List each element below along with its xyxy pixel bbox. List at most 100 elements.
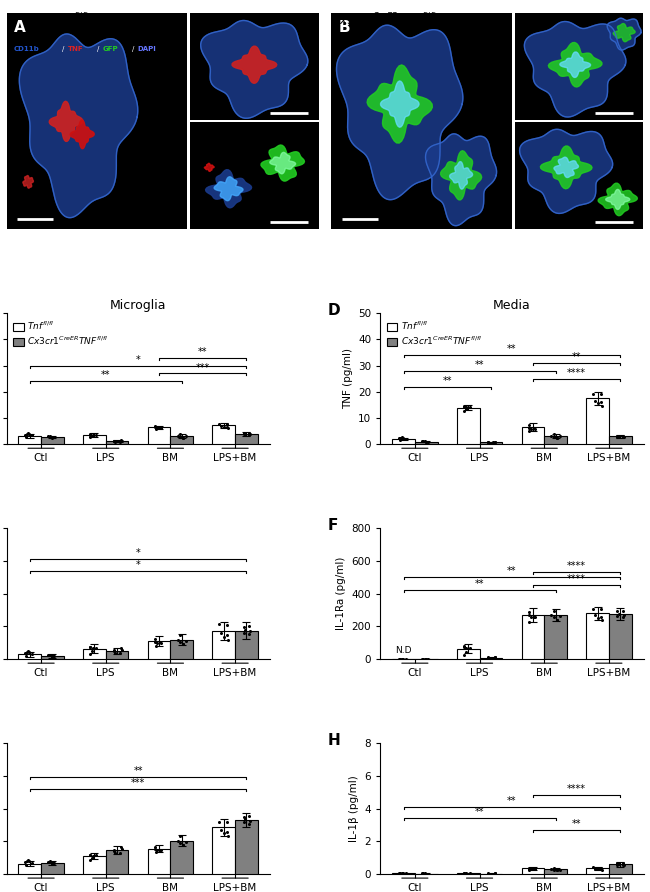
Bar: [148, 849, 170, 874]
Polygon shape: [554, 157, 578, 178]
Title: Media: Media: [493, 299, 531, 312]
Bar: [170, 840, 193, 874]
Text: **: **: [572, 819, 581, 829]
Text: /: /: [62, 45, 65, 52]
Text: *: *: [136, 355, 140, 365]
Text: **: **: [198, 347, 207, 357]
Bar: [544, 615, 567, 659]
Text: B: B: [339, 20, 350, 35]
Polygon shape: [49, 101, 83, 142]
Bar: [41, 863, 64, 874]
Text: **: **: [507, 566, 517, 576]
Bar: [586, 869, 609, 874]
Polygon shape: [450, 161, 473, 189]
Y-axis label: IL-1Ra (pg/ml): IL-1Ra (pg/ml): [336, 557, 346, 631]
Polygon shape: [613, 23, 635, 42]
Bar: [18, 863, 41, 874]
Bar: [586, 614, 609, 659]
Text: ****: ****: [567, 784, 586, 795]
Bar: [609, 864, 632, 874]
Bar: [213, 631, 235, 659]
Polygon shape: [380, 81, 419, 128]
Text: **: **: [474, 580, 484, 590]
Polygon shape: [337, 25, 463, 200]
Text: ****: ****: [567, 561, 586, 572]
Bar: [235, 820, 258, 874]
Bar: [213, 425, 235, 444]
Text: A: A: [14, 20, 25, 35]
Text: ***: ***: [131, 778, 145, 788]
Bar: [392, 439, 415, 444]
Polygon shape: [270, 153, 296, 174]
Bar: [480, 657, 502, 659]
Text: CD11b: CD11b: [14, 45, 40, 52]
Text: $Tnf^{fl/fl}$ microglia: $Tnf^{fl/fl}$ microglia: [55, 11, 147, 29]
Polygon shape: [549, 43, 602, 87]
Bar: [235, 631, 258, 659]
Text: **: **: [133, 766, 143, 776]
Text: **: **: [474, 359, 484, 370]
Bar: [521, 615, 544, 659]
Bar: [544, 436, 567, 444]
Bar: [106, 442, 129, 444]
Text: **: **: [572, 352, 581, 362]
Bar: [106, 651, 129, 659]
Text: **: **: [101, 370, 111, 380]
Bar: [41, 656, 64, 659]
Bar: [213, 828, 235, 874]
Polygon shape: [598, 183, 638, 216]
Text: ****: ****: [567, 574, 586, 584]
Bar: [106, 850, 129, 874]
Polygon shape: [441, 151, 482, 200]
Polygon shape: [20, 34, 138, 218]
Bar: [521, 427, 544, 444]
Text: **: **: [507, 344, 517, 354]
Text: **: **: [443, 376, 452, 385]
Bar: [521, 869, 544, 874]
Title: Microglia: Microglia: [110, 299, 166, 312]
Bar: [18, 436, 41, 444]
Text: F: F: [328, 517, 338, 533]
Polygon shape: [606, 189, 630, 210]
Polygon shape: [426, 134, 497, 226]
Polygon shape: [23, 176, 33, 188]
Bar: [170, 436, 193, 444]
Bar: [148, 427, 170, 444]
Bar: [83, 435, 106, 444]
Text: $Cx3cr1^{CreER}TNF^{fl/fl}$ microglia: $Cx3cr1^{CreER}TNF^{fl/fl}$ microglia: [331, 11, 495, 29]
Text: /: /: [98, 45, 99, 52]
Text: *: *: [136, 559, 140, 570]
Polygon shape: [525, 21, 626, 117]
Bar: [457, 648, 480, 659]
Bar: [148, 641, 170, 659]
Text: H: H: [328, 732, 341, 747]
Legend: $Tnf^{fl/fl}$, $Cx3cr1^{CreER}TNF^{fl/fl}$: $Tnf^{fl/fl}$, $Cx3cr1^{CreER}TNF^{fl/fl…: [385, 318, 484, 349]
Polygon shape: [540, 146, 592, 189]
Text: **: **: [507, 796, 517, 806]
Polygon shape: [70, 120, 94, 149]
Text: **: **: [474, 807, 484, 817]
Polygon shape: [519, 129, 613, 213]
Bar: [235, 434, 258, 444]
Bar: [83, 856, 106, 874]
Y-axis label: IL-1β (pg/ml): IL-1β (pg/ml): [349, 775, 359, 842]
Text: /: /: [133, 45, 135, 52]
Bar: [18, 655, 41, 659]
Polygon shape: [367, 65, 432, 143]
Bar: [609, 615, 632, 659]
Text: N.D: N.D: [395, 647, 412, 656]
Polygon shape: [214, 177, 243, 201]
Text: D: D: [328, 302, 340, 318]
Bar: [586, 399, 609, 444]
Polygon shape: [560, 52, 591, 78]
Bar: [41, 437, 64, 444]
Legend: $Tnf^{fl/fl}$, $Cx3cr1^{CreER}TNF^{fl/fl}$: $Tnf^{fl/fl}$, $Cx3cr1^{CreER}TNF^{fl/fl…: [11, 318, 111, 349]
Polygon shape: [232, 46, 277, 83]
Polygon shape: [261, 145, 304, 181]
Bar: [480, 442, 502, 444]
Y-axis label: TNF (pg/ml): TNF (pg/ml): [343, 348, 352, 409]
Text: TNF: TNF: [68, 45, 83, 52]
Text: ***: ***: [196, 362, 210, 373]
Text: DAPI: DAPI: [138, 45, 157, 52]
Polygon shape: [201, 21, 308, 119]
